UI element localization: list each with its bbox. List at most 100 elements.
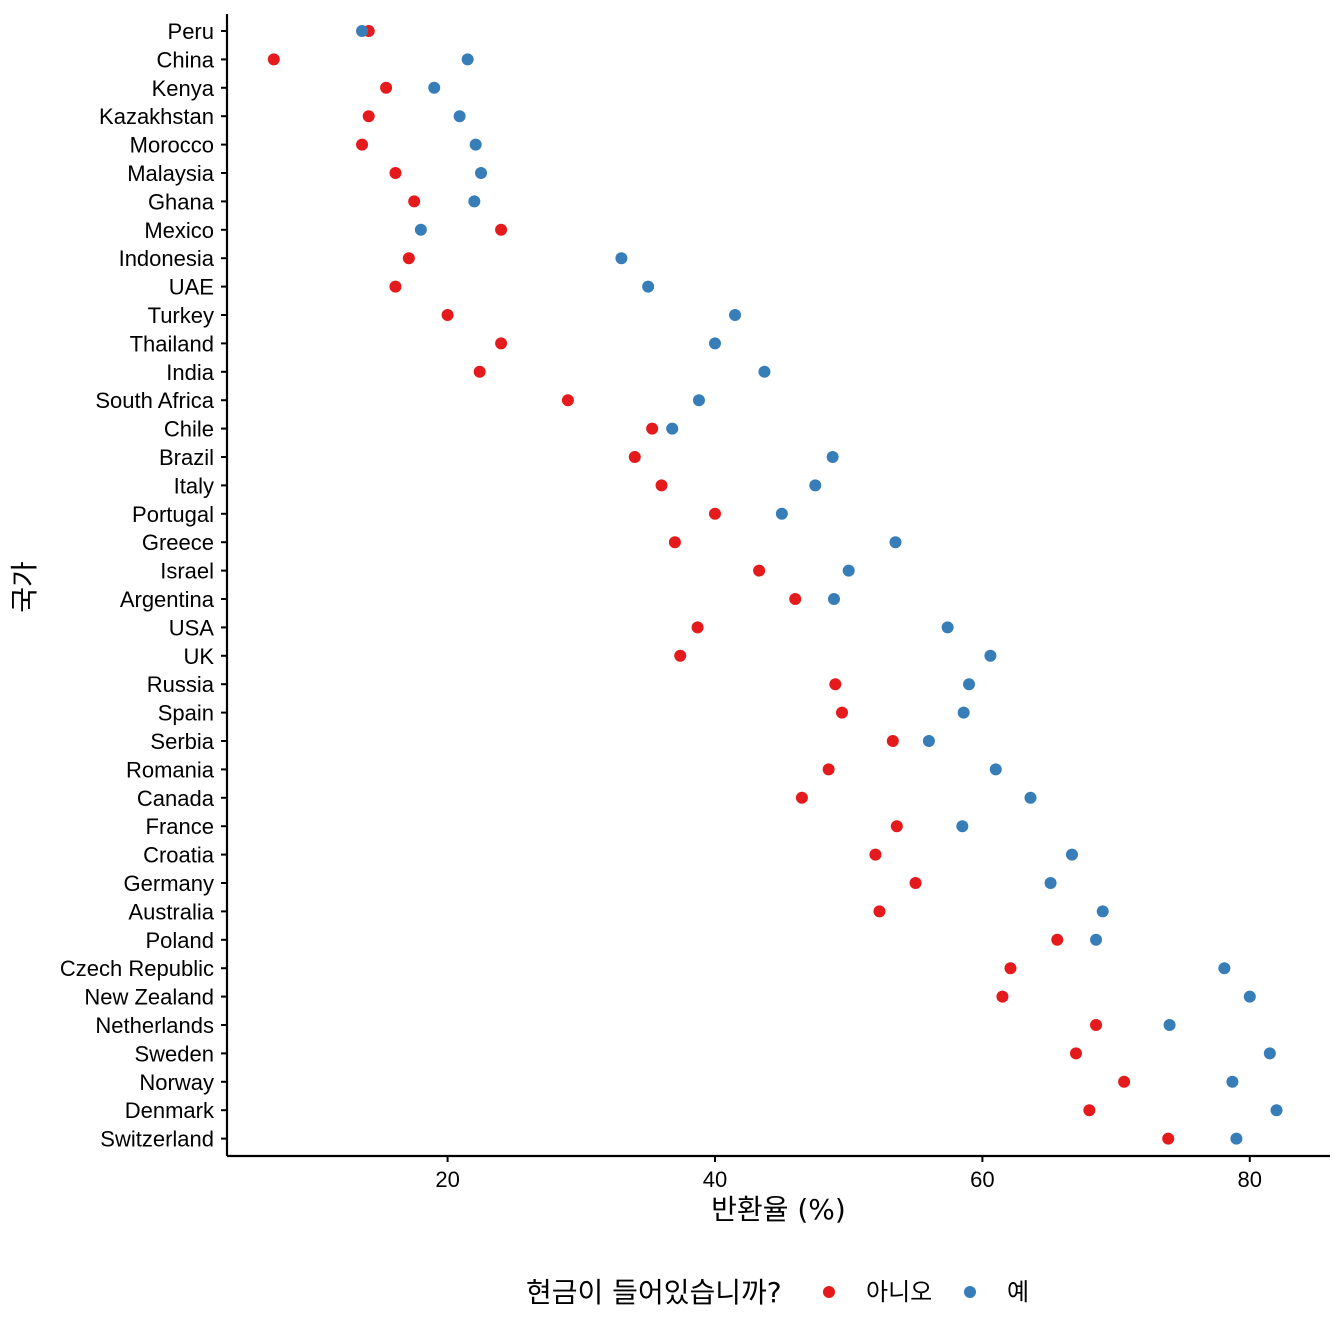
point-yes <box>842 564 855 577</box>
point-yes <box>475 167 488 179</box>
plot-area <box>267 25 1283 1145</box>
y-tick-label: Russia <box>147 672 215 697</box>
point-no <box>402 252 415 265</box>
point-yes <box>1096 905 1109 918</box>
point-yes <box>1270 1104 1283 1117</box>
legend-key-no <box>823 1286 835 1298</box>
point-yes <box>1218 962 1231 975</box>
point-yes <box>1226 1075 1239 1088</box>
y-tick-label: Romania <box>126 757 215 782</box>
point-no <box>495 223 508 236</box>
legend-label-no: 아니오 <box>866 1278 932 1306</box>
point-no <box>1118 1075 1131 1088</box>
point-no <box>822 763 835 776</box>
point-no <box>1090 1019 1103 1031</box>
tick-labels: Peru China Kenya Kazakhstan Morocco Malaysia G… <box>60 19 1262 1192</box>
y-tick-label: Indonesia <box>119 246 215 271</box>
y-tick-label: Sweden <box>134 1041 214 1066</box>
point-yes <box>666 422 679 435</box>
point-yes <box>1044 877 1057 889</box>
point-no <box>441 309 454 321</box>
point-no <box>890 820 903 833</box>
point-no <box>909 877 922 889</box>
y-tick-label: Greece <box>142 530 214 555</box>
point-yes <box>1090 933 1103 946</box>
y-tick-label: Kazakhstan <box>99 104 214 129</box>
point-no <box>708 507 721 520</box>
point-no <box>886 735 899 747</box>
x-tick-label: 60 <box>970 1167 994 1192</box>
y-tick-label: Argentina <box>120 587 215 612</box>
y-tick-label: Germany <box>124 871 214 896</box>
y-tick-label: Canada <box>137 786 215 811</box>
y-tick-label: UK <box>183 644 214 669</box>
axes <box>225 14 1330 1158</box>
point-no <box>267 53 280 66</box>
point-no <box>389 167 402 179</box>
y-tick-label: Poland <box>145 928 214 953</box>
y-tick-label: Chile <box>164 417 214 442</box>
point-no <box>389 280 402 293</box>
point-yes <box>826 451 839 463</box>
y-tick-label: Portugal <box>132 502 214 527</box>
point-yes <box>1065 848 1078 861</box>
x-tick-label: 40 <box>703 1167 727 1192</box>
point-no <box>829 678 842 691</box>
y-axis-title: 국가 <box>8 561 41 613</box>
y-tick-label: Brazil <box>159 445 214 470</box>
legend-key-yes <box>964 1286 976 1298</box>
point-no <box>1004 962 1017 975</box>
y-tick-label: Italy <box>174 473 214 498</box>
y-tick-label: Israel <box>160 559 214 584</box>
y-tick-label: Serbia <box>150 729 214 754</box>
y-tick-label: Ghana <box>148 189 215 214</box>
point-no <box>380 81 393 94</box>
point-yes <box>692 394 705 407</box>
y-tick-label: Morocco <box>130 133 214 158</box>
x-axis-title: 반환율 (%) <box>711 1193 846 1226</box>
y-tick-label: New Zealand <box>84 985 214 1010</box>
point-no <box>356 138 369 151</box>
point-no <box>836 706 849 719</box>
y-tick-label: Switzerland <box>100 1127 214 1152</box>
point-yes <box>956 820 969 833</box>
point-no <box>408 195 421 208</box>
point-no <box>753 564 766 577</box>
legend-title: 현금이 들어있습니까? <box>526 1276 782 1309</box>
tick-marks <box>221 30 1251 1162</box>
point-no <box>789 593 802 605</box>
point-no <box>362 110 375 123</box>
point-no <box>1051 933 1064 946</box>
point-yes <box>1024 791 1037 804</box>
y-tick-label: South Africa <box>95 388 214 413</box>
y-tick-label: Spain <box>158 701 214 726</box>
point-yes <box>827 593 840 605</box>
y-tick-label: Mexico <box>144 218 214 243</box>
point-yes <box>963 678 976 691</box>
y-tick-label: Peru <box>168 19 214 44</box>
point-no <box>655 479 668 492</box>
y-tick-label: Malaysia <box>127 161 215 186</box>
point-yes <box>414 223 427 236</box>
point-yes <box>615 252 628 265</box>
point-yes <box>453 110 466 123</box>
point-yes <box>428 81 441 94</box>
point-no <box>668 536 681 549</box>
y-tick-label: Thailand <box>130 331 214 356</box>
y-tick-label: UAE <box>169 275 214 300</box>
point-no <box>691 621 704 634</box>
point-yes <box>809 479 822 492</box>
point-no <box>1069 1047 1082 1060</box>
point-no <box>674 649 687 662</box>
point-yes <box>1263 1047 1276 1060</box>
point-no <box>646 422 659 435</box>
point-no <box>795 791 808 804</box>
point-yes <box>941 621 954 634</box>
x-tick-label: 20 <box>435 1167 459 1192</box>
point-yes <box>1163 1019 1176 1031</box>
legend-label-yes: 예 <box>1007 1278 1029 1306</box>
point-yes <box>984 649 997 662</box>
y-tick-label: Czech Republic <box>60 956 214 981</box>
point-no <box>473 365 486 378</box>
